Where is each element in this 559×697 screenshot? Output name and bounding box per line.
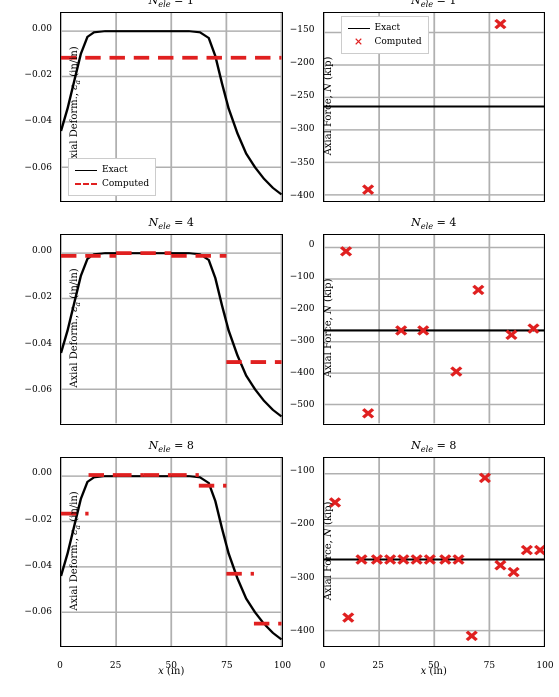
plot-area <box>60 457 283 647</box>
panel-title: Nele = 1 <box>60 0 283 9</box>
y-axis-label: Axial Deform., εa (in/in) <box>69 491 82 610</box>
panel-title: Nele = 1 <box>323 0 546 9</box>
x-axis-label: x (in) <box>60 666 283 677</box>
plot-area <box>323 457 546 647</box>
panel-r0-c1: Nele = 1−150−200−250−300−350−400Axial Fo… <box>323 10 546 202</box>
y-axis-label: Axial Deform., εa (in/in) <box>69 46 82 165</box>
panel-r1-c1: Nele = 40−100−200−300−400−500Axial Force… <box>323 232 546 424</box>
panel-title: Nele = 4 <box>60 216 283 231</box>
legend: Exact Computed <box>68 158 156 196</box>
plot-area <box>323 234 546 424</box>
y-axis-label: Axial Force, N (kip) <box>322 57 333 156</box>
panel-title: Nele = 8 <box>323 439 546 454</box>
x-axis-label: x (in) <box>323 666 546 677</box>
plot-area <box>60 234 283 424</box>
panel-r1-c0: Nele = 40.00−0.02−0.04−0.06Axial Deform.… <box>60 232 283 424</box>
y-axis-label: Axial Force, N (kip) <box>322 501 333 600</box>
panel-r2-c0: Nele = 80.00−0.02−0.04−0.060255075100x (… <box>60 455 283 647</box>
panel-r0-c0: Nele = 10.00−0.02−0.04−0.06Axial Deform.… <box>60 10 283 202</box>
panel-r2-c1: Nele = 8−100−200−300−4000255075100x (in)… <box>323 455 546 647</box>
y-axis-label: Axial Deform., εa (in/in) <box>69 269 82 388</box>
y-axis-label: Axial Force, N (kip) <box>322 279 333 378</box>
legend: Exact ×Computed <box>341 16 429 54</box>
panel-title: Nele = 4 <box>323 216 546 231</box>
panel-title: Nele = 8 <box>60 439 283 454</box>
